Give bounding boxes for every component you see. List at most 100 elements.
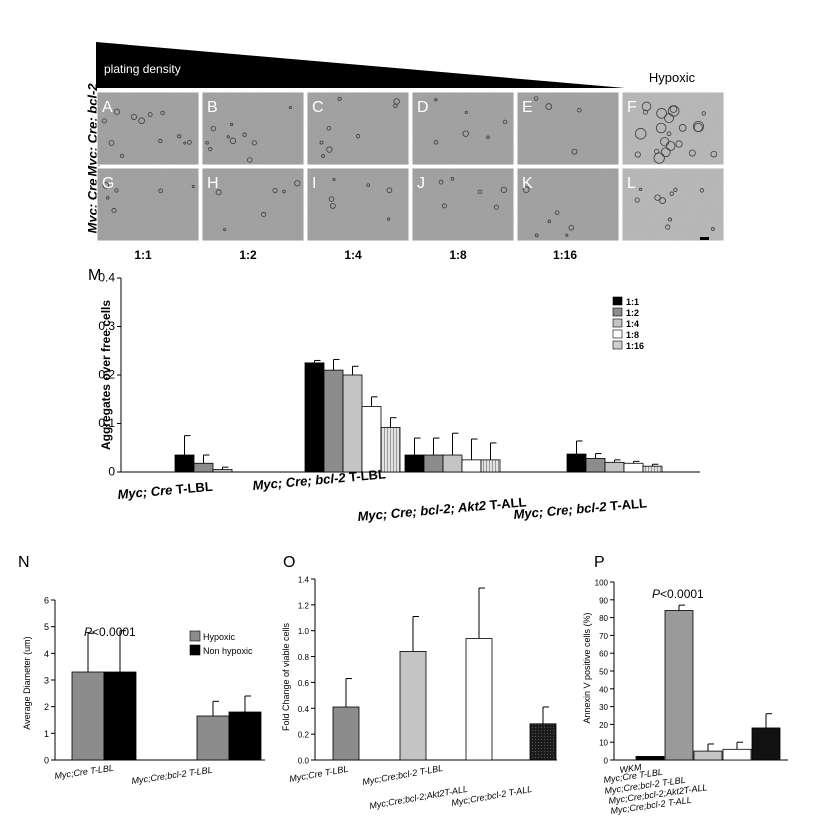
ratio-label: 1:8 (449, 248, 467, 262)
panel-letter: P (594, 554, 605, 571)
y-axis-label-group: Average Diameter (um) (22, 636, 32, 729)
y-axis-label: Annexin V positive cells (%) (582, 612, 592, 723)
y-tick-label: 0 (108, 465, 115, 479)
cell (247, 157, 253, 163)
cell (654, 194, 661, 201)
cell (667, 105, 680, 117)
cell (554, 210, 560, 215)
cell (326, 126, 331, 131)
micrograph-texture (622, 92, 724, 165)
cell (638, 187, 643, 192)
micrograph-texture (97, 92, 199, 165)
y-tick-label: 1 (44, 729, 49, 739)
cell (326, 146, 333, 153)
cell (111, 207, 117, 214)
cell (635, 128, 647, 140)
y-axis-label: Average Diameter (um) (22, 636, 32, 729)
bar (566, 453, 587, 473)
cell (659, 197, 666, 204)
micrograph-texture (307, 168, 409, 241)
legend-swatch (612, 340, 623, 350)
cell (711, 227, 715, 231)
cell (678, 124, 687, 132)
y-tick-label: 0.0 (298, 757, 310, 766)
cell (665, 224, 671, 230)
panel-m: M 0 0.1 0.2 0.3 0.4 Aggregates over free cells… (88, 267, 700, 524)
scale-bar (700, 237, 709, 240)
bar (103, 671, 137, 761)
panel-letter: O (283, 554, 295, 571)
panel-letter: B (207, 99, 218, 116)
bar (212, 469, 233, 473)
cell (294, 180, 301, 187)
cell (223, 228, 227, 232)
cell (634, 197, 640, 203)
micrograph-texture (622, 168, 724, 241)
bar (461, 459, 482, 473)
ratio-label: 1:2 (239, 248, 257, 262)
y-tick-label: 2 (44, 702, 49, 712)
cell (187, 139, 192, 145)
panel-letter: F (627, 99, 637, 116)
bar (193, 462, 214, 473)
category-label-part: bcl-2; Akt2 (420, 498, 488, 519)
cell (655, 122, 667, 134)
cell (328, 196, 335, 202)
bar (342, 374, 363, 473)
y-tick-label: 0.8 (298, 653, 310, 662)
micrograph-texture (517, 168, 619, 241)
bar (399, 651, 427, 761)
category-label-part: bcl-2 (315, 470, 347, 488)
cell (229, 137, 237, 145)
y-tick-label: 0 (604, 757, 609, 766)
p-value-rest: <0.0001 (92, 625, 136, 639)
y-tick-label: 90 (599, 596, 608, 605)
category-label-part: T-ALL (485, 494, 527, 512)
category-label: Myc;Cre;bcl-2 T-LBL (362, 763, 444, 787)
category-label: Myc; Cre; bcl-2 T-LBL (252, 466, 386, 493)
cell (642, 109, 648, 115)
bar (228, 711, 262, 761)
category-label: WKM (619, 762, 643, 775)
bar (751, 727, 781, 761)
cell (534, 233, 539, 238)
y-tick-label: 0.3 (98, 319, 115, 333)
cell (493, 204, 499, 210)
cell (282, 189, 286, 194)
y-tick-label: 70 (599, 632, 608, 641)
cell (434, 98, 438, 102)
cell (660, 137, 670, 147)
micrograph-texture (202, 168, 304, 241)
cell (101, 118, 107, 124)
ratio-label: 1:4 (344, 248, 362, 262)
cell (502, 119, 508, 125)
cell (710, 150, 718, 158)
cell (261, 211, 267, 217)
y-tick-label: 0.4 (98, 271, 115, 285)
category-label-part: Myc; Cre; (513, 502, 577, 522)
cell (664, 113, 674, 123)
legend-swatch (612, 307, 623, 317)
cell (158, 188, 163, 194)
cell (321, 154, 325, 158)
category-label: Myc;Cre T-LBL (54, 763, 114, 781)
legend-label: 1:2 (626, 308, 639, 318)
y-tick-label: 1.4 (298, 576, 310, 585)
cell (533, 96, 539, 101)
cell (251, 140, 257, 146)
cell (355, 134, 361, 139)
category-label-part: Myc; Cre; (252, 473, 316, 493)
p-value-italic: P (84, 625, 92, 639)
panel-p: P 0 10 20 30 40 50 60 70 80 90 100 Annexin V positiv… (582, 554, 788, 816)
cell (576, 107, 582, 113)
panel-letter: I (312, 175, 316, 192)
cell (660, 147, 671, 158)
bar (174, 454, 195, 473)
cell (522, 186, 530, 194)
cell (210, 126, 216, 132)
y-tick-label: 0.4 (298, 705, 310, 714)
y-tick-label: 80 (599, 614, 608, 623)
p-value-italic: P (652, 587, 660, 601)
category-label: Myc; Cre T-LBL (117, 479, 213, 502)
bar (693, 750, 723, 761)
